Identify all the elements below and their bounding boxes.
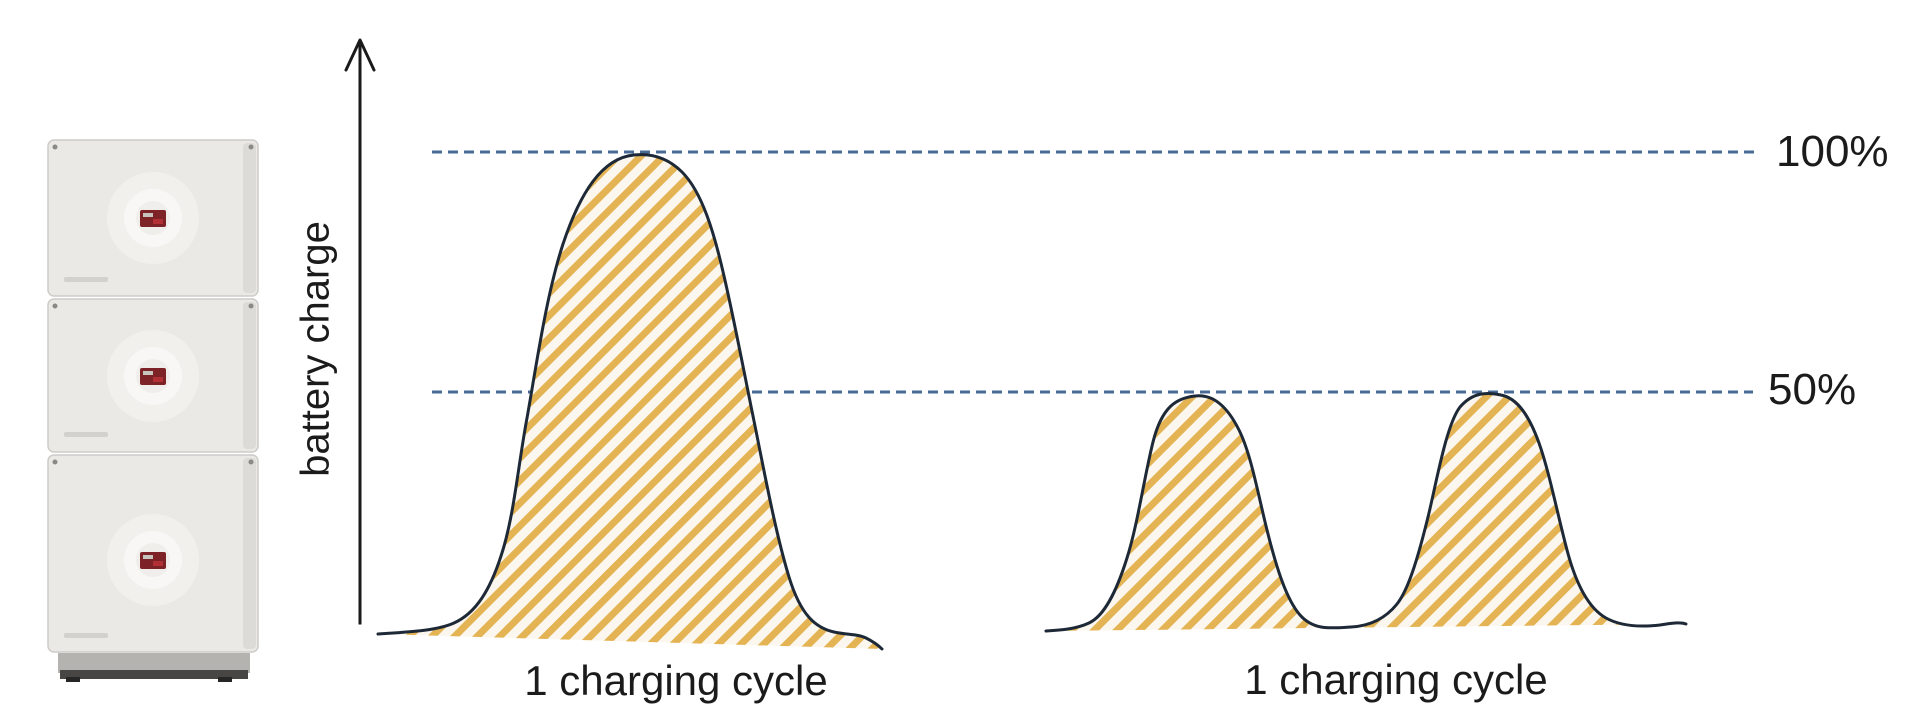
chart1-curve-stroke xyxy=(376,153,884,651)
battery-stack-illustration xyxy=(47,139,259,682)
chart2-area-fill xyxy=(1046,393,1686,631)
refline-100-label: 100% xyxy=(1776,127,1889,176)
chart1-area-fill xyxy=(378,154,882,649)
chart2-curve-stroke xyxy=(1044,392,1688,633)
battery-logo-1 xyxy=(140,210,166,227)
battery-unit-2 xyxy=(47,298,259,453)
chart2-half-cycles-curve xyxy=(1044,392,1688,633)
y-axis-title: battery charge xyxy=(293,221,338,477)
battery-unit-1 xyxy=(47,139,259,297)
chart1-x-axis-label: 1 charging cycle xyxy=(524,657,828,704)
battery-logo-2 xyxy=(140,368,166,385)
chart1-full-cycle-curve xyxy=(376,153,884,651)
battery-unit-3 xyxy=(47,454,259,653)
battery-base xyxy=(58,653,250,682)
y-axis-arrowhead-icon xyxy=(344,38,376,72)
refline-50-label: 50% xyxy=(1768,365,1857,414)
chart2-x-axis-label: 1 charging cycle xyxy=(1244,656,1548,703)
battery-logo-3 xyxy=(140,552,166,569)
